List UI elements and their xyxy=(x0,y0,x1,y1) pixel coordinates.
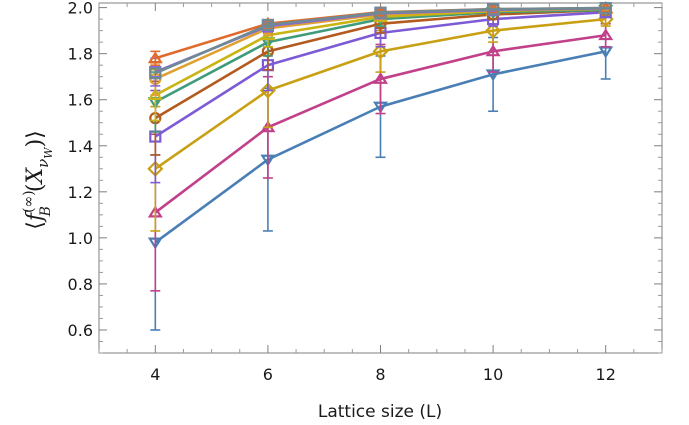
series-line xyxy=(154,33,606,214)
y-tick-label: 1.4 xyxy=(68,137,93,156)
data-point xyxy=(487,3,500,16)
series-layer xyxy=(147,1,614,331)
series-line xyxy=(154,6,606,75)
y-tick-label: 2.0 xyxy=(68,0,93,18)
y-tick-label: 1.0 xyxy=(68,229,93,248)
data-point xyxy=(485,22,502,39)
x-tick-labels: 4 6 8 10 12 xyxy=(150,365,616,384)
data-point xyxy=(373,71,388,84)
y-tick-label: 1.6 xyxy=(68,91,93,110)
x-tick-label: 4 xyxy=(150,365,160,384)
x-tick-label: 8 xyxy=(375,365,385,384)
series-11 xyxy=(149,1,612,80)
y-tick-labels: 0.6 0.8 1.0 1.2 1.4 1.6 1.8 2.0 xyxy=(68,0,93,340)
data-point xyxy=(598,28,614,41)
y-tick-label: 1.2 xyxy=(68,183,93,202)
data-point xyxy=(374,6,387,19)
major-ticks xyxy=(99,3,662,353)
data-point xyxy=(259,82,276,99)
data-point xyxy=(599,1,612,15)
data-point xyxy=(149,67,162,80)
minor-ticks xyxy=(98,3,663,354)
y-tick-label: 0.8 xyxy=(68,275,93,294)
data-point xyxy=(147,51,163,64)
data-point xyxy=(372,43,389,60)
y-tick-label: 1.8 xyxy=(68,45,93,64)
y-tick-label: 0.6 xyxy=(68,321,93,340)
x-axis-label: Lattice size (L) xyxy=(318,402,442,422)
x-tick-label: 6 xyxy=(263,365,273,384)
y-axis-label: ⟨f(∞)B(XνW)⟩ xyxy=(21,130,55,230)
data-point xyxy=(485,44,501,57)
data-point xyxy=(261,18,274,31)
x-tick-label: 10 xyxy=(483,365,503,384)
x-tick-label: 12 xyxy=(596,365,616,384)
series-line xyxy=(154,17,606,170)
